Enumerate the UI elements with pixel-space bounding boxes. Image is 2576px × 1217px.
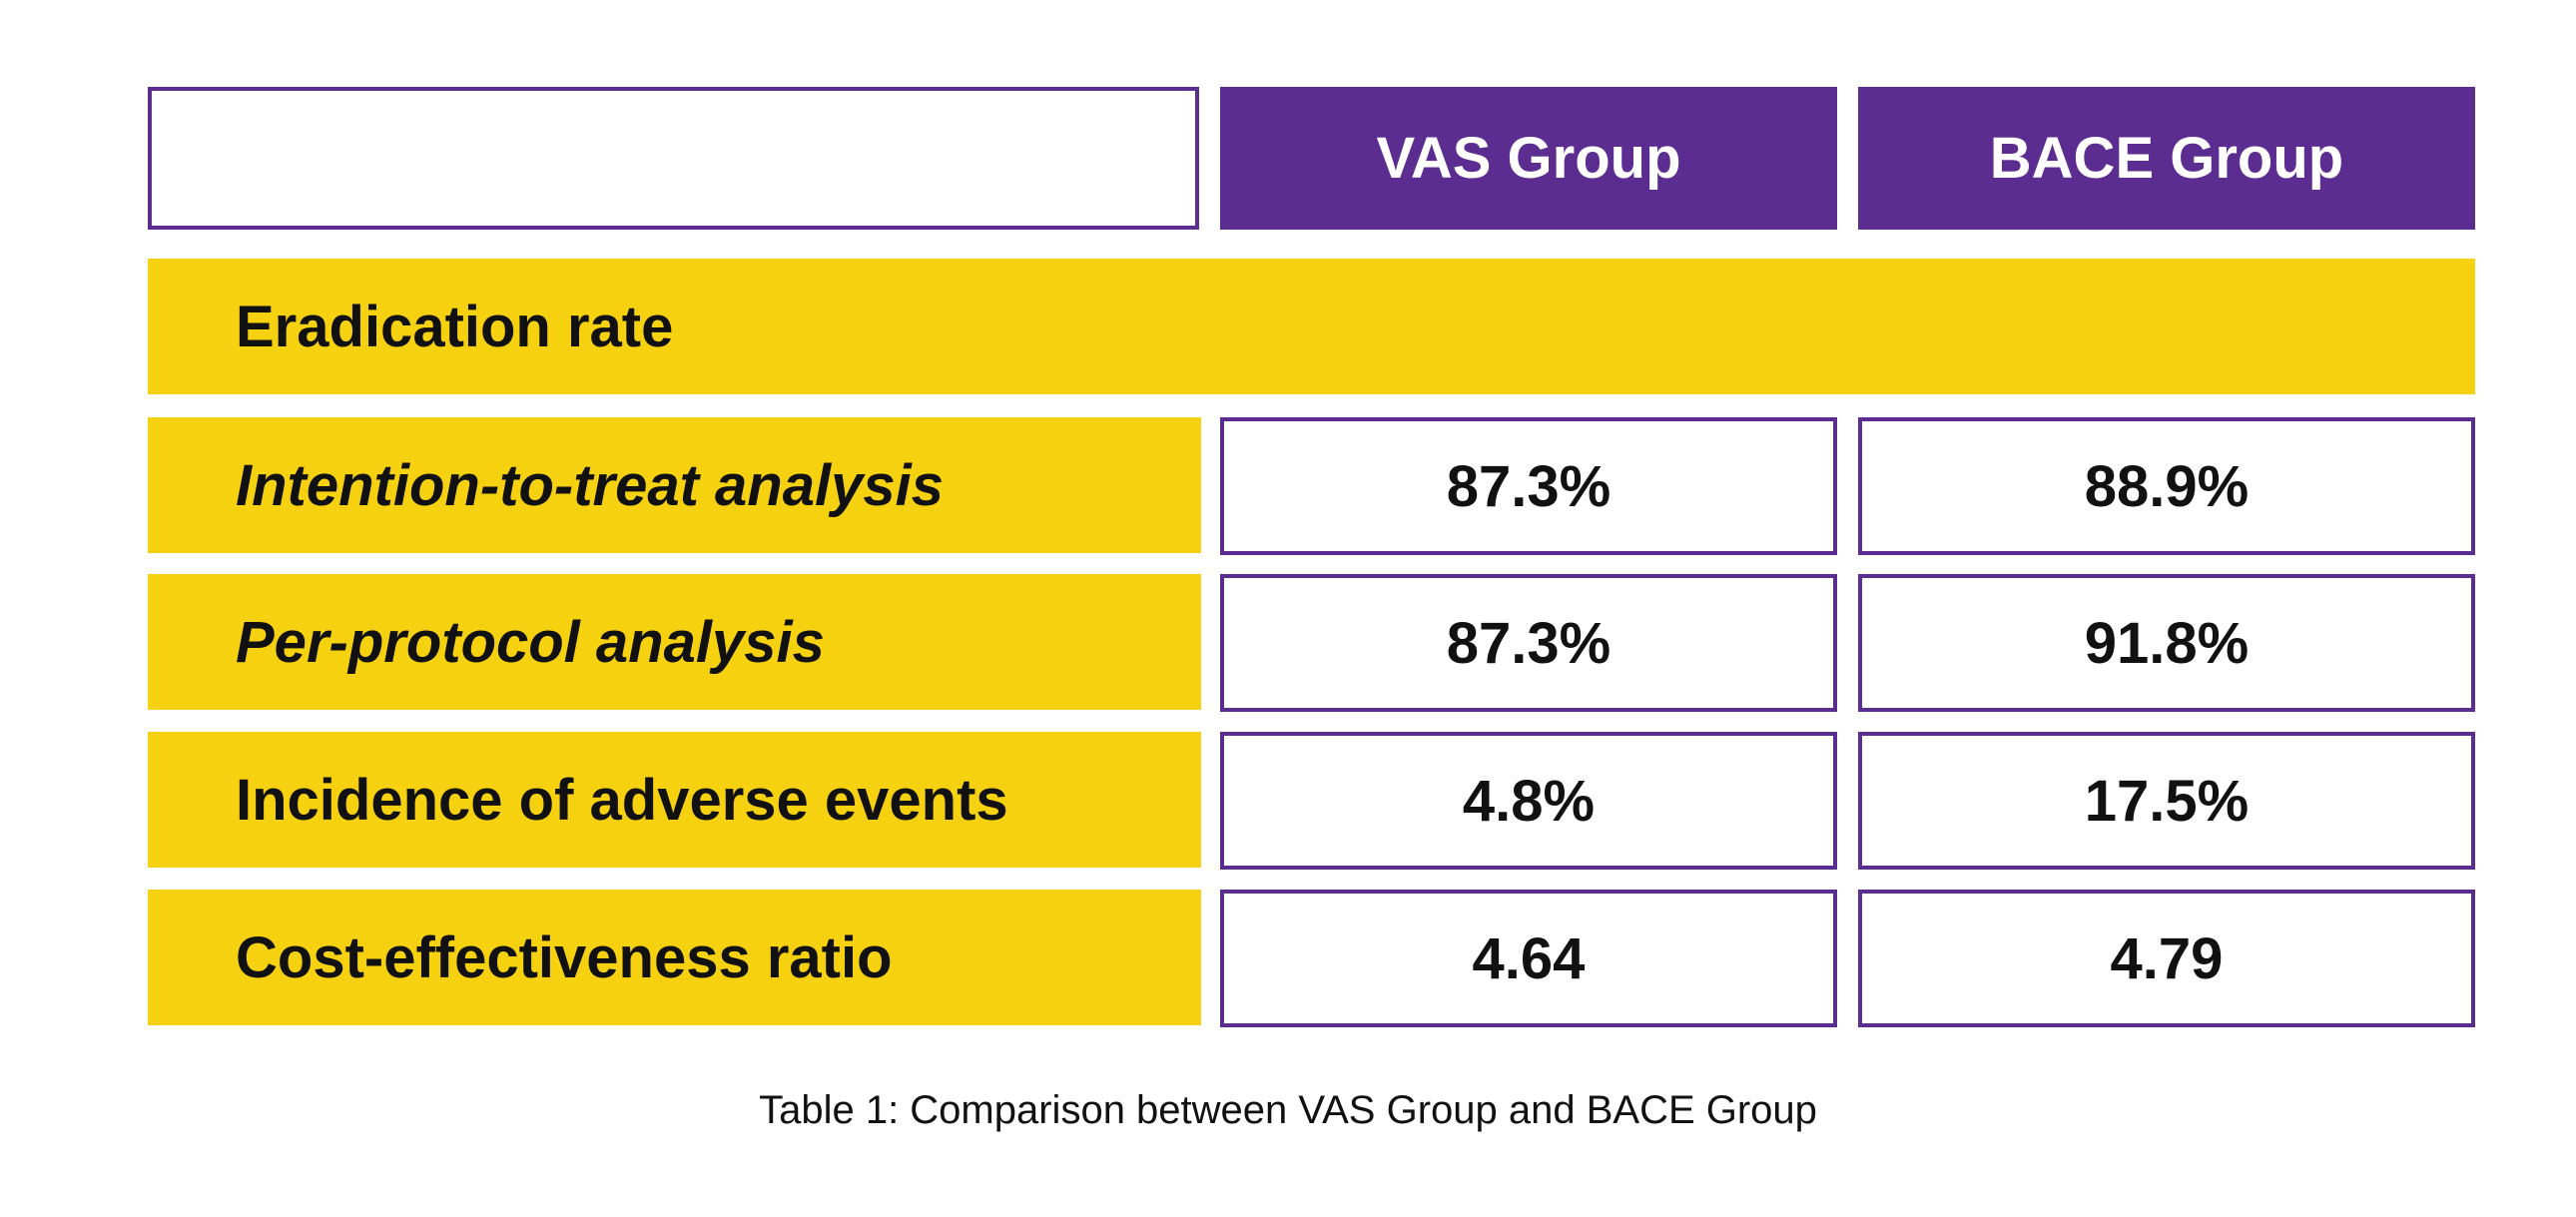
table-caption: Table 1: Comparison between VAS Group an…: [759, 1088, 1817, 1132]
row-value-bace-adverse-events: 17.5%: [1858, 732, 2475, 870]
row-label-cost-effectiveness: Cost-effectiveness ratio: [148, 890, 1201, 1025]
row-value-vas-adverse-events: 4.8%: [1220, 732, 1837, 870]
table-header-bace-group: BACE Group: [1858, 87, 2475, 230]
section-row-eradication-rate: Eradication rate: [148, 259, 2475, 394]
row-value-vas-cost-effectiveness: 4.64: [1220, 890, 1837, 1027]
row-label-adverse-events: Incidence of adverse events: [148, 732, 1201, 868]
row-value-vas-per-protocol: 87.3%: [1220, 574, 1837, 712]
table-header-blank-cell: [148, 87, 1199, 230]
table-header-vas-group: VAS Group: [1220, 87, 1837, 230]
row-value-bace-cost-effectiveness: 4.79: [1858, 890, 2475, 1027]
row-value-bace-per-protocol: 91.8%: [1858, 574, 2475, 712]
row-label-per-protocol: Per-protocol analysis: [148, 574, 1201, 710]
row-label-intention-to-treat: Intention-to-treat analysis: [148, 417, 1201, 553]
row-value-bace-intention-to-treat: 88.9%: [1858, 417, 2475, 555]
row-value-vas-intention-to-treat: 87.3%: [1220, 417, 1837, 555]
